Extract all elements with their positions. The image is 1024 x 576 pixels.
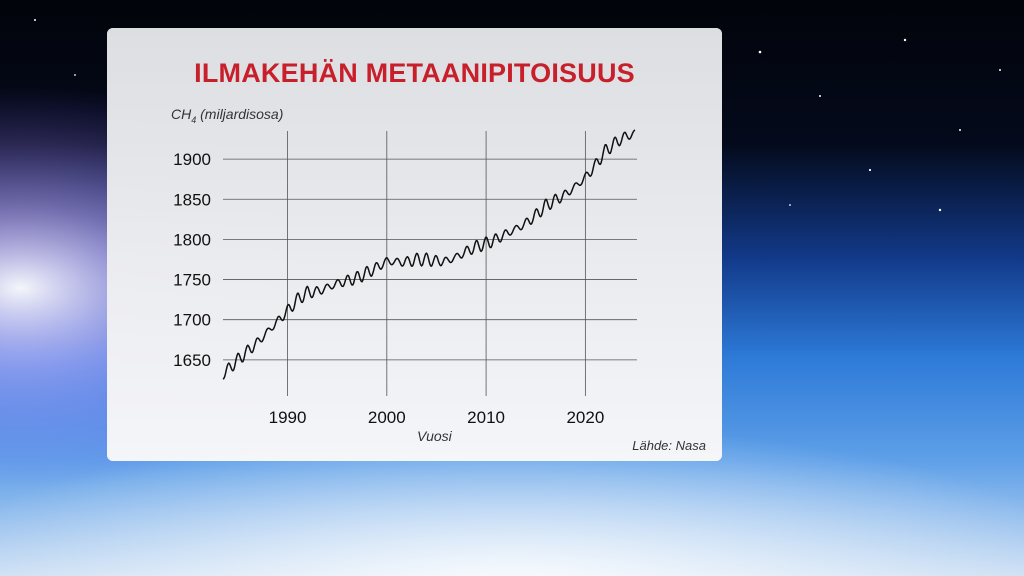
y-tick-label: 1650	[173, 351, 211, 370]
y-tick-label: 1750	[173, 271, 211, 290]
x-tick-label: 1990	[269, 408, 307, 427]
panel-background	[107, 28, 722, 461]
y-axis-label-rest: (miljardisosa)	[196, 106, 283, 122]
methane-chart: 1650 1700 1750 1800 1850 1900 1990 2000 2010 202…	[171, 106, 637, 444]
x-tick-label: 2010	[467, 408, 505, 427]
y-tick-label: 1850	[173, 190, 211, 209]
y-axis-label-main: CH	[171, 106, 192, 122]
y-axis-label: CH4 (miljardisosa)	[171, 106, 283, 125]
x-tick-label: 2020	[566, 408, 604, 427]
chart-title: ILMAKEHÄN METAANIPITOISUUS	[194, 58, 635, 88]
y-tick-labels: 1650 1700 1750 1800 1850 1900	[173, 150, 211, 370]
methane-series-line	[222, 129, 636, 380]
chart-panel: ILMAKEHÄN METAANIPITOISUUS 1650 1700 1750 1…	[107, 28, 722, 461]
y-axis-label-sub: 4	[191, 115, 196, 125]
x-tick-labels: 1990 2000 2010 2020	[269, 408, 605, 427]
y-tick-label: 1700	[173, 311, 211, 330]
y-tick-label: 1900	[173, 150, 211, 169]
x-axis-label: Vuosi	[417, 428, 453, 444]
x-tick-label: 2000	[368, 408, 406, 427]
y-tick-label: 1800	[173, 230, 211, 249]
source-note: Lähde: Nasa	[632, 438, 706, 453]
